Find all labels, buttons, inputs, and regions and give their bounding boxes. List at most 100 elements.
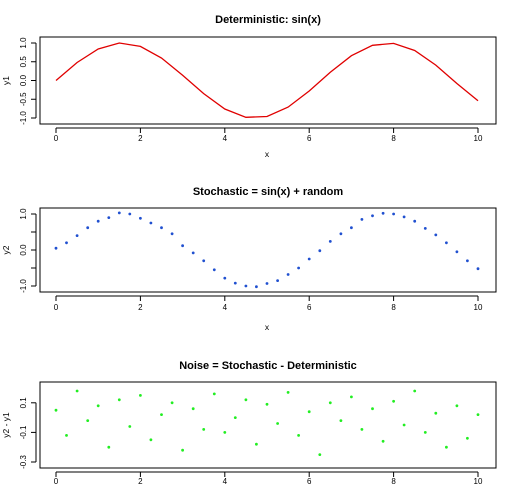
x-tick-label: 6 [307,477,312,486]
y-tick-label: 1.0 [19,37,28,49]
data-point [297,266,300,270]
data-point [350,395,353,399]
data-point [117,398,121,402]
panel-title: Noise = Stochastic - Deterministic [179,360,357,372]
data-point [392,212,395,216]
panel-title: Deterministic: sin(x) [215,14,321,26]
data-point [423,431,427,434]
data-point [54,408,58,412]
data-point [286,391,290,394]
x-tick-label: 2 [138,134,143,143]
data-point [212,392,216,396]
data-point [75,389,79,393]
data-point [434,411,438,415]
data-point [86,419,90,422]
y-tick-label: -0.5 [19,92,28,106]
x-tick-label: 4 [223,134,228,143]
data-point [149,438,153,442]
x-tick-label: 8 [391,134,396,143]
data-point [402,423,406,427]
data-point [413,219,417,223]
data-point [265,402,269,406]
data-point [75,234,79,238]
data-point [160,226,163,230]
data-point [413,389,417,393]
y-axis-label: y2 - y1 [1,412,11,438]
x-tick-label: 0 [54,303,59,312]
y-tick-label: 1.0 [19,208,28,220]
y-axis-label: y1 [1,76,11,85]
data-point [360,428,364,431]
panel-title: Stochastic = sin(x) + random [193,186,344,198]
data-point [466,259,469,263]
data-point [318,249,322,253]
data-point [476,413,480,416]
x-tick-label: 6 [307,303,312,312]
x-tick-label: 10 [474,477,483,486]
data-point [202,259,206,263]
data-point [170,401,174,405]
x-tick-label: 4 [223,303,228,312]
data-point [191,407,195,411]
y-tick-label: -0.1 [19,425,28,439]
x-axis-label: x [265,149,270,159]
y-tick-label: -1.0 [19,279,28,293]
data-point [339,232,343,236]
data-point [212,268,216,272]
data-point [96,404,100,408]
data-point [392,399,395,403]
data-point [286,273,290,276]
y-tick-label: 0.0 [19,244,28,256]
data-point [117,211,121,215]
data-point [276,422,279,425]
y-tick-label: 0.1 [19,397,28,409]
data-point [402,215,406,219]
x-tick-label: 4 [223,477,228,486]
data-point [86,226,90,230]
data-point [307,257,311,261]
x-tick-label: 0 [54,477,59,486]
data-point [223,276,227,280]
x-tick-label: 6 [307,134,312,143]
x-tick-label: 8 [391,303,396,312]
series-line [55,42,479,118]
data-point [54,246,58,250]
data-point [181,448,185,452]
data-point [265,282,269,285]
x-tick-label: 0 [54,134,59,143]
data-point [191,251,195,255]
y-tick-label: -0.3 [19,455,28,469]
data-point [160,413,163,416]
plot-frame [39,381,497,469]
panel-2: Stochastic = sin(x) + random 0 2 4 6 8 10 -1.0 0… [1,186,497,332]
plot-frame [39,207,497,293]
data-point [170,232,174,236]
y-tick-label: 0.5 [19,56,28,68]
data-point [381,211,385,215]
data-point [128,425,132,428]
data-point [339,419,343,422]
data-point [328,401,332,405]
data-point [139,216,142,220]
data-point [181,244,185,248]
data-point [107,445,111,449]
data-point [445,445,448,449]
data-point [434,233,438,237]
data-point [128,212,132,216]
data-point [65,241,68,245]
y-tick-label: -1.0 [19,111,28,125]
data-point [371,407,374,411]
data-point [423,227,427,230]
panel-3: Noise = Stochastic - Deterministic 0 2 4 6 8 1… [1,360,497,486]
data-point [149,221,153,225]
plot-frame [39,36,497,125]
x-tick-label: 2 [138,303,143,312]
data-point [307,410,311,414]
data-point [276,279,279,282]
data-point [202,428,206,431]
data-point [255,442,258,446]
x-tick-label: 2 [138,477,143,486]
y-axis-label: y2 [1,245,11,254]
